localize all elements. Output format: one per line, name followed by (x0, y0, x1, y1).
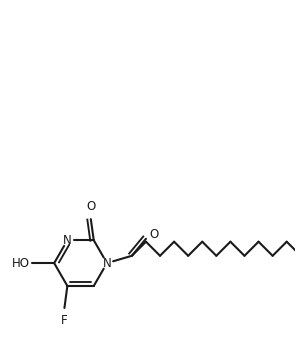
Text: N: N (103, 257, 111, 270)
Text: F: F (61, 315, 68, 327)
Text: O: O (149, 228, 158, 241)
Text: O: O (86, 200, 95, 213)
Text: HO: HO (12, 257, 30, 270)
Text: N: N (63, 234, 72, 247)
